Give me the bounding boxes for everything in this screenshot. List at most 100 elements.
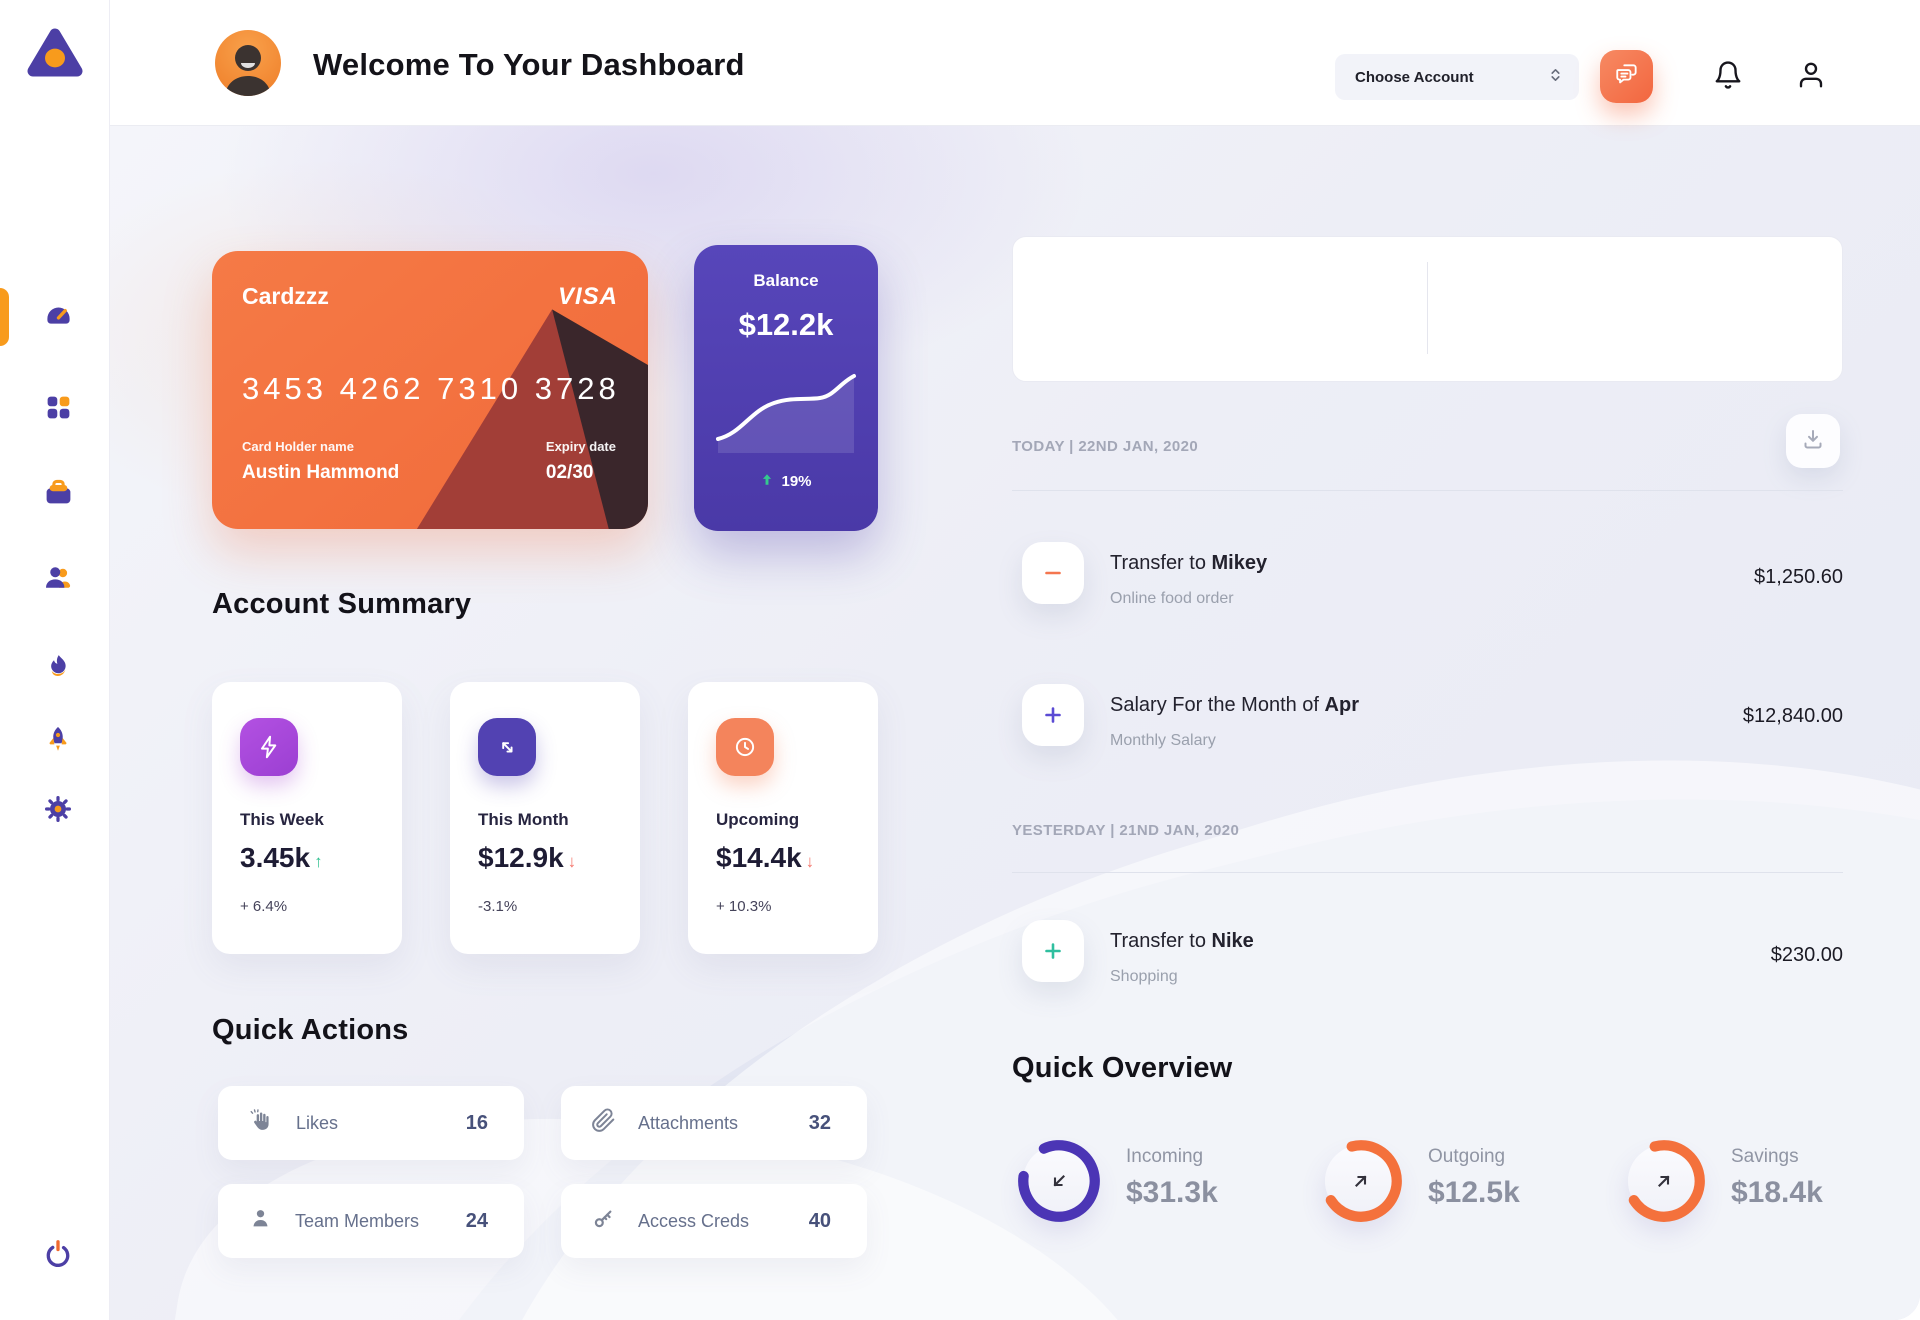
sidebar-item-team[interactable] (40, 561, 76, 597)
date-group-label: YESTERDAY | 21ND JAN, 2020 (1012, 822, 1240, 839)
trend-down-arrow: ↓ (805, 852, 815, 871)
visa-logo: VISA (557, 283, 618, 310)
date-group-label: TODAY | 22ND JAN, 2020 (1012, 438, 1199, 455)
sidebar-item-activity[interactable] (40, 651, 76, 687)
summary-period: This Month (478, 810, 569, 829)
summary-card-upcoming[interactable]: Upcoming $14.4k ↓ + 10.3% (688, 682, 878, 954)
quick-action-label: Team Members (295, 1210, 420, 1231)
avatar[interactable] (215, 30, 281, 96)
balance-card[interactable]: Balance $12.2k 19% (694, 245, 878, 531)
transfer-arrows-icon (478, 718, 536, 776)
messages-button[interactable] (1600, 50, 1653, 103)
chevron-updown-icon (1548, 65, 1563, 89)
page-title: Welcome To Your Dashboard (313, 47, 745, 82)
quick-action-label: Access Creds (638, 1210, 750, 1231)
transaction-sign-plus (1022, 684, 1084, 746)
savings-ring (1617, 1134, 1711, 1228)
card-number: 3453 4262 7310 3728 (242, 371, 620, 406)
quick-action-count: 32 (808, 1111, 831, 1134)
flame-icon (44, 652, 73, 686)
sidebar-item-apps[interactable] (40, 392, 76, 428)
transaction-subtitle: Monthly Salary (1110, 732, 1216, 749)
paperclip-icon (591, 1108, 616, 1138)
apps-grid-icon (44, 393, 73, 427)
account-select-label: Choose Account (1355, 68, 1474, 86)
download-button[interactable] (1786, 414, 1840, 468)
profile-button[interactable] (1796, 60, 1828, 92)
card-name: Cardzzz (242, 283, 329, 309)
clap-hand-icon (248, 1108, 274, 1139)
card-expiry-date: 02/30 (545, 462, 594, 483)
download-icon (1801, 427, 1825, 456)
trend-up-arrow: ↑ (314, 852, 323, 871)
team-icon (43, 562, 73, 597)
sidebar (0, 0, 110, 1320)
transaction-subtitle: Shopping (1110, 968, 1178, 985)
credit-card[interactable]: Cardzzz VISA 3453 4262 7310 3728 Card Ho… (212, 251, 648, 529)
quick-action-attachments[interactable]: Attachments 32 (561, 1086, 867, 1160)
summary-period: This Week (240, 810, 324, 829)
overview-label: Outgoing (1428, 1146, 1506, 1167)
balance-title: Balance (753, 271, 819, 290)
transaction-sign-plus (1022, 920, 1084, 982)
balance-value: $12.2k (738, 307, 834, 342)
app-logo[interactable] (26, 26, 84, 85)
sidebar-item-settings[interactable] (40, 793, 76, 829)
divider (1012, 872, 1843, 873)
overview-value: $31.3k (1126, 1176, 1218, 1209)
key-icon (591, 1206, 616, 1236)
sidebar-item-dashboard[interactable] (40, 298, 76, 334)
summary-value: $14.4k ↓ (716, 842, 815, 873)
quick-action-access-creds[interactable]: Access Creds 40 (561, 1184, 867, 1258)
quick-action-team-members[interactable]: Team Members 24 (218, 1184, 524, 1258)
arrow-up-right-icon (1652, 1169, 1676, 1198)
sidebar-item-portfolio[interactable] (40, 477, 76, 513)
balance-delta-value: 19% (781, 473, 812, 490)
trend-down-arrow: ↓ (567, 852, 577, 871)
overview-label: Savings (1731, 1146, 1799, 1167)
arrow-up-right-icon (1349, 1169, 1373, 1198)
transaction-title: Transfer to Nike (1110, 930, 1254, 952)
overview-value: $18.4k (1731, 1176, 1823, 1209)
dashboard-gauge-icon (43, 298, 74, 334)
up-arrow-icon (760, 472, 774, 491)
summary-delta: + 6.4% (240, 898, 288, 915)
person-icon (248, 1206, 273, 1236)
transaction-sign-minus (1022, 542, 1084, 604)
transaction-amount: $1,250.60 (1754, 566, 1843, 588)
transaction-amount: $230.00 (1770, 944, 1843, 966)
quick-action-likes[interactable]: Likes 16 (218, 1086, 524, 1160)
summary-value: $12.9k ↓ (478, 842, 577, 873)
user-icon (1796, 62, 1826, 94)
transaction-amount: $12,840.00 (1742, 705, 1843, 727)
account-summary-title: Account Summary (212, 588, 472, 620)
overview-value: $12.5k (1428, 1176, 1520, 1209)
quick-actions-title: Quick Actions (212, 1014, 409, 1046)
summary-card-this-month[interactable]: This Month $12.9k ↓ -3.1% (450, 682, 640, 954)
transaction-title: Transfer to Mikey (1110, 552, 1268, 574)
active-nav-indicator (0, 288, 9, 346)
logout-button[interactable] (40, 1238, 76, 1274)
account-select[interactable]: Choose Account (1335, 54, 1579, 100)
summary-delta: -3.1% (478, 898, 518, 915)
quick-action-count: 40 (808, 1209, 831, 1232)
rocket-icon (43, 724, 73, 759)
briefcase-icon (43, 477, 74, 513)
transaction-subtitle: Online food order (1110, 590, 1234, 607)
chat-bubbles-icon (1614, 61, 1640, 92)
quick-overview-title: Quick Overview (1012, 1052, 1233, 1084)
balance-trend-chart (694, 353, 878, 458)
card-holder-label: Card Holder name (242, 439, 354, 454)
summary-card-this-week[interactable]: This Week 3.45k ↑ + 6.4% (212, 682, 402, 954)
quick-action-count: 24 (465, 1209, 488, 1232)
notifications-button[interactable] (1713, 60, 1745, 92)
header: Welcome To Your Dashboard Choose Account (110, 0, 1920, 126)
gear-icon (43, 794, 73, 829)
outgoing-ring (1314, 1134, 1408, 1228)
card-holder-name: Austin Hammond (242, 462, 400, 483)
incoming-ring (1012, 1134, 1106, 1228)
quick-action-label: Attachments (638, 1112, 739, 1133)
clock-icon (716, 718, 774, 776)
sidebar-item-launch[interactable] (40, 723, 76, 759)
